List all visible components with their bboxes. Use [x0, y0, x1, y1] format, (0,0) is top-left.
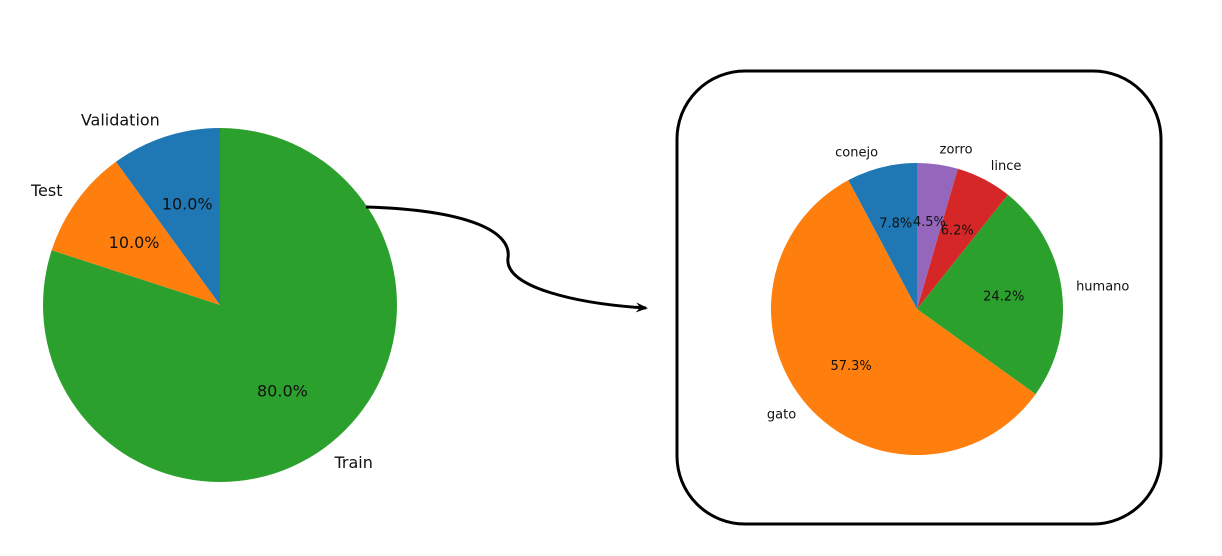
slice-gato: [770, 180, 1036, 456]
slice-pct-humano: 24.2%: [983, 289, 1024, 304]
slice-label-test: Test: [30, 181, 63, 200]
slice-lince: [917, 168, 1008, 309]
slice-label-conejo: conejo: [835, 146, 878, 161]
slice-zorro: [917, 163, 958, 309]
slice-label-zorro: zorro: [940, 143, 973, 158]
class-pie-chart: conejo 7.8% gato 57.3% humano 24.2% lince 6.2% z…: [767, 143, 1129, 456]
slice-pct-test: 10.0%: [109, 233, 160, 252]
slice-label-gato: gato: [767, 407, 796, 422]
connector-arrow: [365, 205, 648, 313]
slice-test: [51, 161, 221, 305]
slice-humano: [917, 194, 1063, 395]
slice-pct-conejo: 7.8%: [879, 217, 912, 232]
slice-pct-zorro: 4.5%: [913, 215, 946, 230]
slice-label-train: Train: [333, 453, 372, 472]
detail-frame: [675, 69, 1163, 526]
slice-conejo: [848, 163, 917, 309]
slice-train: [43, 128, 397, 482]
slice-label-humano: humano: [1076, 279, 1129, 294]
slice-pct-lince: 6.2%: [941, 224, 974, 239]
slice-pct-validation: 10.0%: [162, 194, 213, 213]
slice-validation: [115, 128, 220, 305]
slice-label-lince: lince: [991, 159, 1022, 174]
split-pie-chart: Validation 10.0% Test 10.0% Train 80.0%: [30, 110, 397, 482]
slice-pct-gato: 57.3%: [830, 359, 871, 374]
slice-pct-train: 80.0%: [257, 381, 308, 400]
slice-label-validation: Validation: [81, 110, 160, 129]
